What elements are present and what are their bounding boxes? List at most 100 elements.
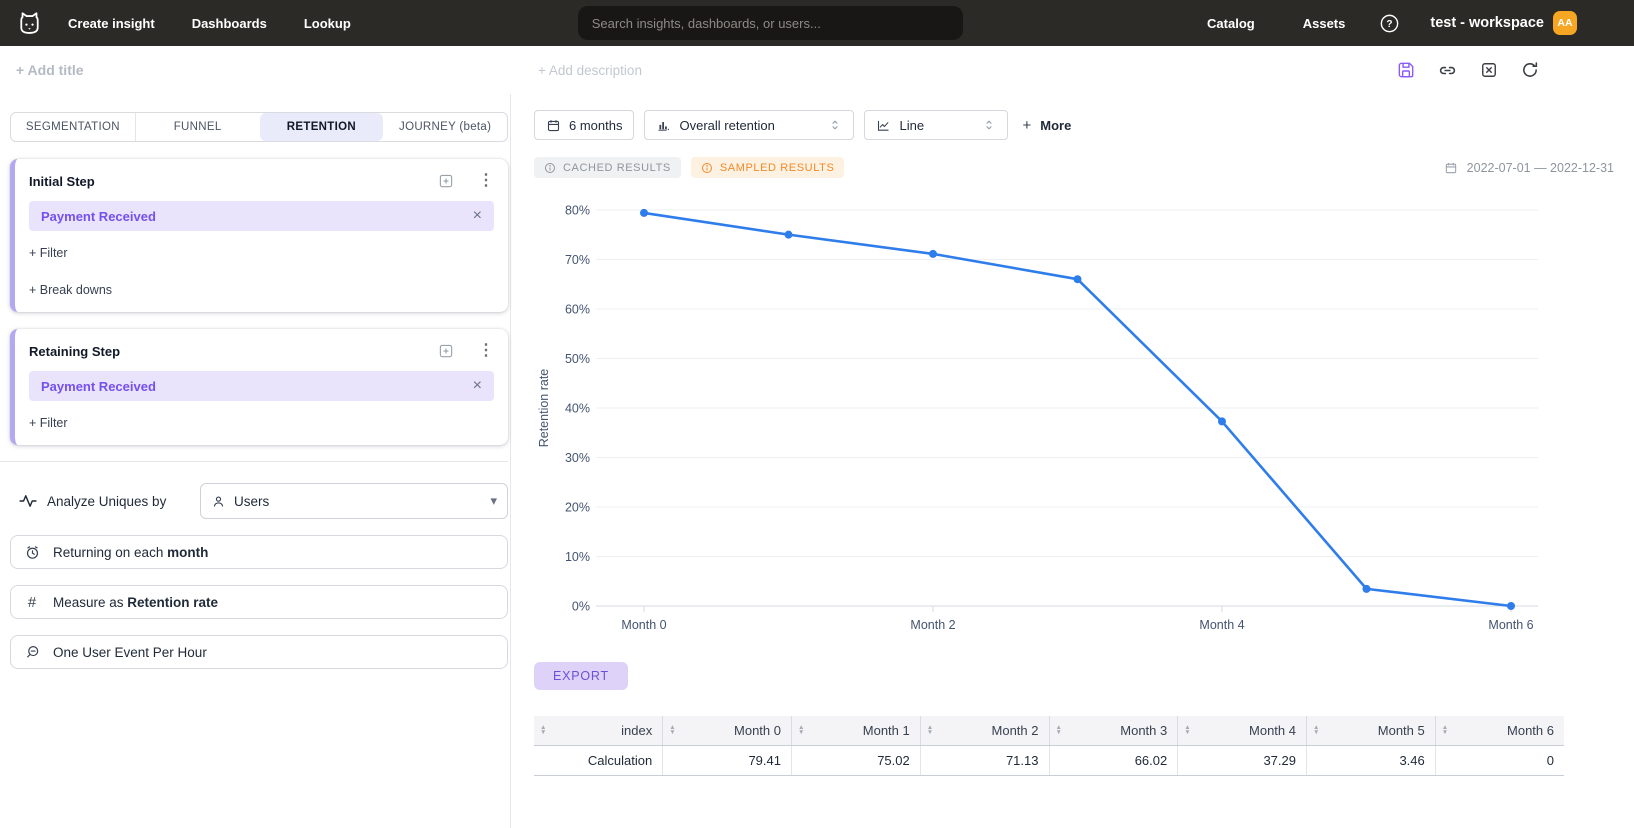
nav-catalog[interactable]: Catalog [1207,15,1255,31]
sort-icon: ▲ ▼ [926,724,934,737]
help-icon[interactable]: ? [1379,13,1400,34]
retaining-step-event-chip[interactable]: Payment Received × [29,371,494,401]
global-search-input[interactable] [577,6,963,40]
event-aggregation-button[interactable]: One User Event Per Hour [10,635,508,669]
select-chevrons-icon [828,118,842,132]
sort-icon: ▲ ▼ [669,724,676,737]
zoom-out-icon [23,644,41,661]
add-event-icon[interactable] [437,172,455,190]
col-header-index[interactable]: ▲ ▼ index [534,716,664,746]
sort-icon: ▲ ▼ [1184,724,1191,737]
sort-icon: ▲ ▼ [1441,724,1449,737]
svg-text:70%: 70% [565,253,590,267]
return-period-button[interactable]: Returning on each month [10,535,508,569]
pulse-icon [18,491,38,511]
cell-month-3: 66.02 [1049,745,1179,776]
calendar-icon [546,118,561,133]
chart-date-range: 2022-07-01 — 2022-12-31 [1444,161,1614,175]
sort-icon: ▲ ▼ [1055,724,1062,737]
retaining-step-title: Retaining Step [29,343,121,359]
save-icon[interactable] [1396,60,1416,80]
export-button[interactable]: EXPORT [534,662,628,690]
panel-divider [0,461,508,462]
add-event-icon[interactable] [437,342,455,360]
chart-type-select[interactable]: Line [864,110,1009,140]
col-header-month-4[interactable]: ▲ ▼ Month 4 [1177,716,1307,746]
nav-dashboards[interactable]: Dashboards [191,15,267,31]
col-header-month-3[interactable]: ▲ ▼ Month 3 [1049,716,1179,746]
col-header-month-2[interactable]: ▲ ▼ Month 2 [920,716,1050,746]
navbar-right: Catalog Assets ? test - workspace AA [1207,11,1577,35]
tab-journey[interactable]: JOURNEY (beta) [399,121,492,133]
svg-text:Month 0: Month 0 [621,618,666,632]
sampled-results-badge: SAMPLED RESULTS [690,157,845,178]
chart-toolbar: 6 months Overall retention [534,110,1614,140]
refresh-icon[interactable] [1520,60,1540,80]
svg-text:?: ? [1387,19,1393,30]
svg-text:Month 4: Month 4 [1199,618,1244,632]
hash-icon: # [27,593,37,611]
initial-step-event-chip[interactable]: Payment Received × [29,201,494,231]
remove-event-icon[interactable]: × [472,377,482,394]
cell-month-4: 37.29 [1177,745,1307,776]
query-builder-panel: SEGMENTATION FUNNEL RETENTION JOURNEY (b… [0,94,511,828]
workspace-switcher[interactable]: test - workspace [1430,15,1544,31]
svg-text:80%: 80% [565,204,590,218]
cell-month-1: 75.02 [791,745,921,776]
line-chart-icon [876,118,891,133]
table-row: Calculation 79.41 75.02 71.13 66.02 37.2… [534,745,1564,776]
measure-as-button[interactable]: # Measure as Retention rate [10,585,508,619]
nav-lookup[interactable]: Lookup [303,15,351,31]
nav-create-insight[interactable]: Create insight [68,15,155,31]
insight-header: + Add title + Add description [0,46,1634,94]
initial-step-add-breakdown[interactable]: + Break downs [29,283,113,297]
date-window-button[interactable]: 6 months [534,110,635,140]
svg-text:Month 2: Month 2 [910,618,955,632]
nav-assets[interactable]: Assets [1302,15,1346,31]
add-title-field[interactable]: + Add title [16,62,84,78]
remove-event-icon[interactable]: × [472,207,482,224]
clock-icon [23,544,41,561]
cell-month-2: 71.13 [920,745,1050,776]
svg-text:60%: 60% [565,303,590,317]
analyze-uniques-label: Analyze Uniques by [47,493,167,509]
step-menu-icon[interactable]: ⋮ [478,172,494,189]
copy-link-icon[interactable] [1437,60,1458,81]
col-header-month-1[interactable]: ▲ ▼ Month 1 [791,716,921,746]
svg-text:40%: 40% [565,402,590,416]
status-row: CACHED RESULTS SAMPLED RESULTS [534,157,1614,178]
metric-select[interactable]: Overall retention [644,110,855,140]
cached-results-badge: CACHED RESULTS [534,157,681,178]
tab-retention[interactable]: RETENTION [259,113,384,141]
tab-funnel[interactable]: FUNNEL [134,113,260,141]
sort-icon: ▲ ▼ [798,724,805,737]
tab-segmentation[interactable]: SEGMENTATION [25,121,120,133]
analyze-entity-select[interactable]: Users ▾ [200,483,508,519]
clear-insight-icon[interactable] [1479,60,1499,80]
add-description-field[interactable]: + Add description [538,62,642,78]
retention-chart-container: 0% 10% 20% 30% 40% 50% 60% 70% 80% Month 0 Month 2… [534,186,1614,638]
col-header-month-5[interactable]: ▲ ▼ Month 5 [1306,716,1436,746]
bar-chart-icon [656,118,671,133]
cell-month-5: 3.46 [1306,745,1436,776]
top-navbar: Create insight Dashboards Lookup Catalog… [0,0,1634,46]
app-logo-cat-icon[interactable] [16,10,43,37]
cell-month-0: 79.41 [662,745,792,776]
col-header-month-0[interactable]: ▲ ▼ Month 0 [662,716,792,746]
insight-type-tabs: SEGMENTATION FUNNEL RETENTION JOURNEY (b… [10,112,508,142]
results-area: 6 months Overall retention [511,94,1634,828]
user-avatar[interactable]: AA [1553,11,1577,35]
svg-text:50%: 50% [565,352,590,366]
initial-step-add-filter[interactable]: + Filter [29,246,68,260]
more-options-button[interactable]: + More [1022,116,1072,134]
select-chevrons-icon [982,118,996,132]
sort-icon: ▲ ▼ [540,724,547,737]
retaining-step-card: Retaining Step ⋮ Payment Received × + Fi… [10,329,508,445]
step-menu-icon[interactable]: ⋮ [478,342,494,359]
retaining-step-add-filter[interactable]: + Filter [29,416,68,430]
svg-text:Month 6: Month 6 [1488,618,1533,632]
col-header-month-6[interactable]: ▲ ▼ Month 6 [1435,716,1564,746]
analyze-uniques-row: Analyze Uniques by Users ▾ [10,483,508,519]
svg-text:10%: 10% [565,550,590,564]
table-header-row: ▲ ▼ index ▲ ▼ Month 0 ▲ ▼ Month 1 ▲ ▼ Month 2 ▲ ▼… [534,716,1564,746]
